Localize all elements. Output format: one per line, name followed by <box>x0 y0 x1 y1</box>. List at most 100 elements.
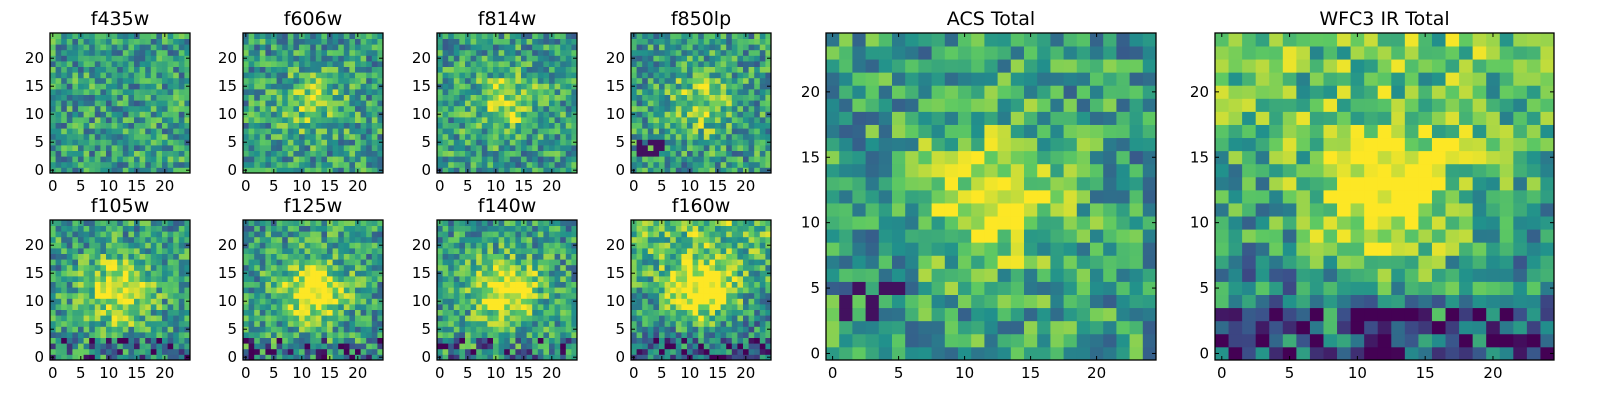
heatmap-cell <box>636 348 643 355</box>
heatmap-cell <box>543 231 550 238</box>
heatmap-cell <box>254 139 261 146</box>
heatmap-cell <box>299 72 305 79</box>
heatmap-cell <box>703 61 710 67</box>
heatmap-cell <box>377 231 384 238</box>
heatmap-cell <box>134 225 140 232</box>
heatmap-cell <box>647 320 654 327</box>
heatmap-cell <box>442 304 449 310</box>
heatmap-cell <box>670 105 677 112</box>
y-tick-label: 10 <box>218 105 237 123</box>
heatmap-cell <box>498 61 505 67</box>
heatmap-cell <box>66 77 73 84</box>
heatmap-cell <box>167 133 174 140</box>
heatmap-cell <box>692 287 699 294</box>
heatmap-cell <box>631 276 637 282</box>
heatmap-cell <box>254 100 261 107</box>
heatmap-cell <box>55 61 62 67</box>
heatmap-cell <box>731 61 738 67</box>
heatmap-cell <box>134 38 140 45</box>
heatmap-cell <box>754 343 761 350</box>
heatmap-cell <box>675 326 682 333</box>
heatmap-cell <box>437 320 443 327</box>
heatmap-cell <box>265 231 272 238</box>
heatmap-cell <box>66 161 73 168</box>
heatmap-cell <box>167 105 174 112</box>
heatmap-cell <box>276 304 283 310</box>
heatmap-cell <box>509 231 516 238</box>
heatmap-cell <box>731 139 738 146</box>
heatmap-cell <box>636 320 643 327</box>
heatmap-cell <box>664 100 671 107</box>
heatmap-cell <box>134 100 140 107</box>
heatmap-cell <box>83 77 90 84</box>
heatmap-cell <box>709 348 716 355</box>
heatmap-cell <box>293 309 300 316</box>
heatmap-cell <box>349 72 356 79</box>
heatmap-cell <box>162 111 168 118</box>
heatmap-cell <box>327 270 333 277</box>
heatmap-cell <box>139 111 146 118</box>
heatmap-cell <box>72 270 79 277</box>
heatmap-cell <box>754 100 761 107</box>
heatmap-cell <box>526 94 533 101</box>
heatmap-cell <box>453 320 460 327</box>
heatmap-cell <box>687 72 693 79</box>
heatmap-cell <box>493 231 499 238</box>
heatmap-cell <box>72 225 79 232</box>
heatmap-cell <box>681 167 688 174</box>
heatmap-cell <box>366 61 373 67</box>
heatmap-cell <box>61 44 68 51</box>
heatmap-cell <box>50 89 56 95</box>
heatmap-cell <box>349 94 356 101</box>
heatmap-cell <box>465 253 471 260</box>
heatmap-cell <box>134 89 140 95</box>
heatmap-cell <box>371 236 378 243</box>
heatmap-cell <box>259 287 266 294</box>
heatmap-cell <box>759 61 766 67</box>
heatmap-cell <box>481 326 488 333</box>
heatmap-cell <box>731 315 738 322</box>
heatmap-cell <box>111 150 118 157</box>
heatmap-cell <box>703 354 710 361</box>
heatmap-cell <box>100 100 107 107</box>
heatmap-cell <box>465 337 471 344</box>
heatmap-cell <box>543 225 550 232</box>
heatmap-cell <box>248 117 255 123</box>
heatmap-cell <box>737 33 744 39</box>
heatmap-cell <box>565 298 572 305</box>
heatmap-cell <box>748 337 755 344</box>
heatmap-cell <box>532 150 539 157</box>
heatmap-cell <box>55 231 62 238</box>
heatmap-cell <box>94 128 101 135</box>
heatmap-cell <box>659 72 665 79</box>
heatmap-cell <box>78 89 84 95</box>
heatmap-cell <box>642 276 649 282</box>
heatmap-cell <box>549 332 555 338</box>
heatmap-cell <box>259 167 266 174</box>
heatmap-cell <box>293 326 300 333</box>
heatmap-cell <box>156 337 163 344</box>
heatmap-cell <box>465 61 471 67</box>
heatmap-cell <box>343 253 350 260</box>
heatmap-cell <box>448 326 455 333</box>
heatmap-cell <box>293 100 300 107</box>
heatmap-cell <box>315 242 322 249</box>
heatmap-cell <box>150 111 157 118</box>
x-tick-label: 0 <box>435 364 445 382</box>
heatmap-cell <box>509 304 516 310</box>
heatmap-cell <box>681 61 688 67</box>
heatmap-cell <box>448 220 455 226</box>
heatmap-cell <box>765 77 772 84</box>
heatmap-cell <box>698 320 705 327</box>
heatmap-cell <box>715 77 721 84</box>
heatmap-cell <box>145 38 152 45</box>
x-tick-label: 0 <box>48 364 58 382</box>
heatmap-cell <box>504 354 511 361</box>
heatmap-cell <box>670 156 677 163</box>
heatmap-cell <box>532 320 539 327</box>
heatmap-cell <box>549 348 555 355</box>
heatmap-cell <box>111 309 118 316</box>
heatmap-cell <box>327 320 333 327</box>
heatmap-cell <box>150 33 157 39</box>
heatmap-cell <box>139 100 146 107</box>
